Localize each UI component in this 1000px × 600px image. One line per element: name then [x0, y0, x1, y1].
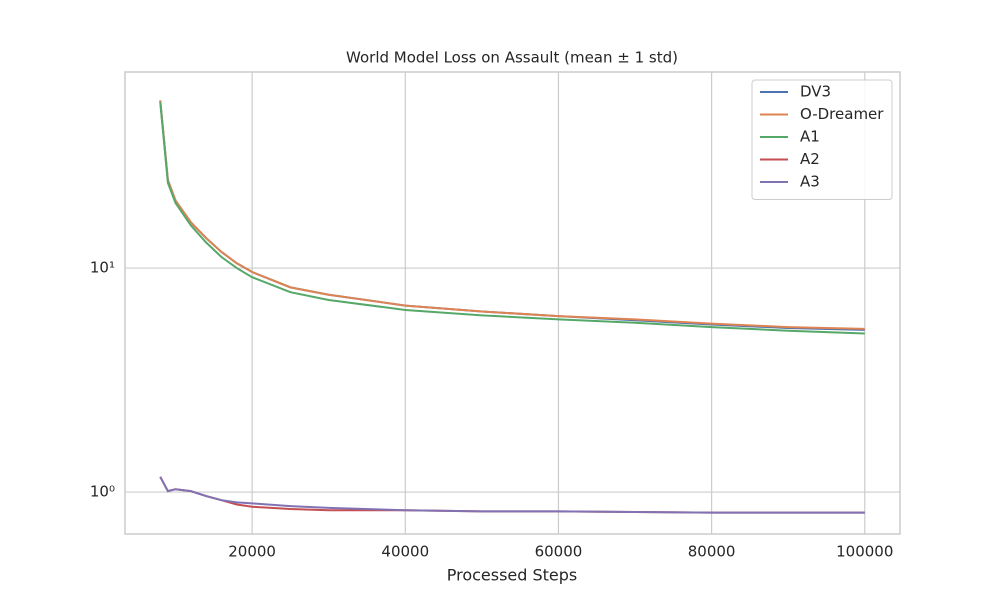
legend-label: O-Dreamer [800, 105, 884, 123]
y-tick-label: 10⁰ [90, 483, 115, 501]
x-tick-label: 100000 [836, 543, 893, 561]
series-line [159, 476, 865, 514]
y-tick-label: 10¹ [90, 259, 115, 277]
chart-title: World Model Loss on Assault (mean ± 1 st… [346, 49, 678, 67]
x-axis-label: Processed Steps [447, 566, 578, 585]
x-tick-label: 80000 [688, 543, 736, 561]
legend-label: A3 [800, 173, 820, 191]
legend-label: DV3 [800, 83, 831, 101]
legend-label: A1 [800, 128, 820, 146]
x-tick-label: 40000 [381, 543, 429, 561]
x-tick-label: 60000 [535, 543, 583, 561]
legend: DV3 O-Dreamer A1 A2 A3 [751, 79, 893, 200]
legend-box [751, 79, 893, 200]
x-tick-label: 20000 [228, 543, 276, 561]
series-line [159, 102, 865, 335]
legend-label: A2 [800, 150, 820, 168]
series-line [159, 100, 865, 330]
plot-frame [124, 71, 901, 535]
series-line [159, 476, 865, 514]
